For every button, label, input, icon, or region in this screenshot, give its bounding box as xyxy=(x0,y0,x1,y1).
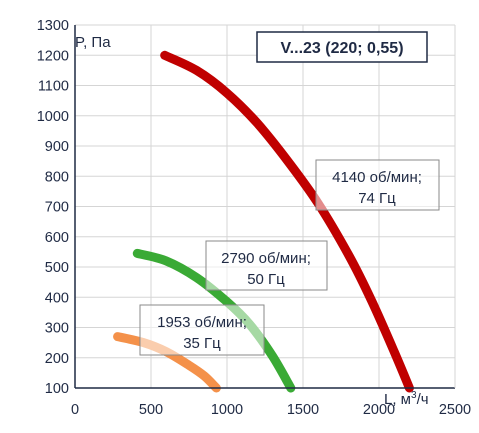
curve-label-line: 50 Гц xyxy=(247,271,285,288)
y-tick-label: 1100 xyxy=(38,79,69,95)
y-tick-label: 1300 xyxy=(37,18,69,34)
curve-label-box xyxy=(139,304,265,356)
curve-4140-rpm xyxy=(160,50,414,393)
curve-label-line: 2790 об/мин; xyxy=(221,250,311,267)
curve-label-line: 35 Гц xyxy=(183,335,221,352)
x-tick-label: 2500 xyxy=(439,402,471,418)
y-tick-label: 1200 xyxy=(37,48,69,64)
curve-labels: 4140 об/мин; 74 Гц 2790 об/мин; 50 Гц 1953 о… xyxy=(139,159,440,356)
x-tick-label: 2000 xyxy=(363,402,395,418)
chart-title: V...23 (220; 0,55) xyxy=(280,40,403,57)
curve-label-box xyxy=(315,159,440,211)
y-axis-label: P, Па xyxy=(75,34,111,51)
x-tick-label: 0 xyxy=(71,402,79,418)
y-tick-label: 600 xyxy=(45,230,69,246)
curve-label-0: 4140 об/мин; 74 Гц xyxy=(315,159,440,211)
axes xyxy=(74,25,456,389)
x-tick-label: 500 xyxy=(139,402,163,418)
curve-label-line: 74 Гц xyxy=(358,190,396,207)
curve-label-1: 2790 об/мин; 50 Гц xyxy=(205,240,328,291)
curve-label-box xyxy=(205,240,328,291)
y-tick-label: 500 xyxy=(45,260,69,276)
y-tick-label: 400 xyxy=(45,290,69,306)
y-tick-label: 200 xyxy=(45,351,69,367)
curve-label-line: 1953 об/мин; xyxy=(157,314,247,331)
y-tick-label: 1000 xyxy=(37,109,69,125)
chart-title-box: V...23 (220; 0,55) xyxy=(256,31,428,63)
x-tick-label: 1000 xyxy=(211,402,243,418)
x-axis-label-prefix: L, м xyxy=(384,391,411,408)
y-tick-label: 100 xyxy=(45,381,69,397)
y-tick-label: 300 xyxy=(45,321,69,337)
tick-labels: 100 200 300 400 500 600 700 800 900 1000 1100 1200 1… xyxy=(37,18,471,418)
x-axis-label-suffix: /ч xyxy=(417,391,429,408)
x-axis-label-sup: 3 xyxy=(411,390,417,401)
y-tick-label: 700 xyxy=(45,200,69,216)
curve-2790-rpm xyxy=(132,248,296,393)
y-tick-label: 800 xyxy=(45,169,69,185)
x-tick-label: 1500 xyxy=(287,402,319,418)
y-tick-label: 900 xyxy=(45,139,69,155)
x-axis-label: L, м3/ч xyxy=(384,390,429,408)
curve-label-line: 4140 об/мин; xyxy=(332,169,422,186)
curve-label-2: 1953 об/мин; 35 Гц xyxy=(139,304,265,356)
